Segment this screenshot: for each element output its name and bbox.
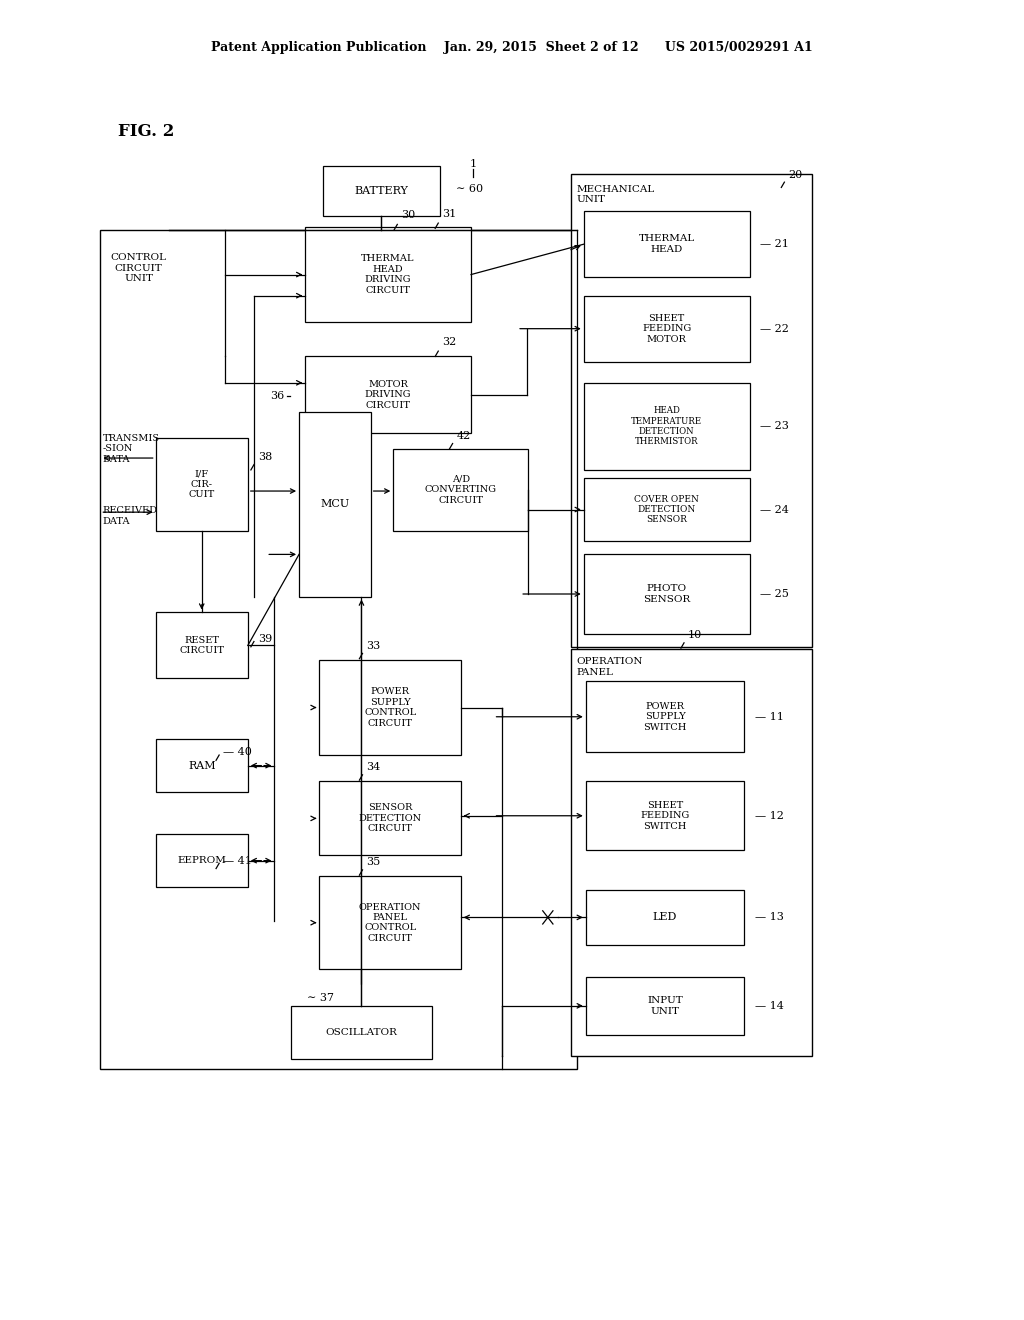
Text: BATTERY: BATTERY [354,186,409,197]
Text: 10: 10 [688,630,702,640]
Text: I/F
CIR-
CUIT: I/F CIR- CUIT [188,470,215,499]
Text: 33: 33 [367,640,381,651]
Text: — 11: — 11 [755,711,783,722]
Text: 1: 1 [470,158,476,169]
FancyBboxPatch shape [156,834,248,887]
FancyBboxPatch shape [319,660,461,755]
FancyBboxPatch shape [393,449,528,531]
Text: THERMAL
HEAD
DRIVING
CIRCUIT: THERMAL HEAD DRIVING CIRCUIT [361,255,415,294]
Text: Patent Application Publication    Jan. 29, 2015  Sheet 2 of 12      US 2015/0029: Patent Application Publication Jan. 29, … [211,41,813,54]
FancyBboxPatch shape [319,876,461,969]
Text: ∼ 37: ∼ 37 [307,993,334,1003]
Text: THERMAL
HEAD: THERMAL HEAD [639,235,694,253]
Text: COVER OPEN
DETECTION
SENSOR: COVER OPEN DETECTION SENSOR [634,495,699,524]
Text: — 21: — 21 [760,239,788,249]
FancyBboxPatch shape [305,356,471,433]
FancyBboxPatch shape [323,166,440,216]
FancyBboxPatch shape [299,412,371,597]
Text: HEAD
TEMPERATURE
DETECTION
THERMISTOR: HEAD TEMPERATURE DETECTION THERMISTOR [631,407,702,446]
Text: 39: 39 [258,634,272,644]
FancyBboxPatch shape [571,174,812,647]
Text: 34: 34 [367,762,381,772]
FancyBboxPatch shape [584,211,750,277]
FancyBboxPatch shape [584,554,750,634]
FancyBboxPatch shape [584,478,750,541]
FancyBboxPatch shape [586,977,744,1035]
Text: SENSOR
DETECTION
CIRCUIT: SENSOR DETECTION CIRCUIT [358,804,422,833]
Text: OPERATION
PANEL
CONTROL
CIRCUIT: OPERATION PANEL CONTROL CIRCUIT [358,903,422,942]
Text: MCU: MCU [321,499,349,510]
Text: 42: 42 [457,430,471,441]
Text: 35: 35 [367,857,381,867]
Text: RECEIVED
DATA: RECEIVED DATA [102,507,158,525]
FancyBboxPatch shape [584,383,750,470]
Text: — 24: — 24 [760,504,788,515]
FancyBboxPatch shape [291,1006,432,1059]
FancyBboxPatch shape [586,681,744,752]
FancyBboxPatch shape [156,612,248,678]
Text: — 40: — 40 [223,747,252,758]
Text: PHOTO
SENSOR: PHOTO SENSOR [643,585,690,603]
Text: 32: 32 [442,337,457,347]
Text: SHEET
FEEDING
SWITCH: SHEET FEEDING SWITCH [640,801,690,830]
FancyBboxPatch shape [156,739,248,792]
Text: RESET
CIRCUIT: RESET CIRCUIT [179,636,224,655]
Text: TRANSMIS-
-SION
DATA: TRANSMIS- -SION DATA [102,434,163,463]
Text: FIG. 2: FIG. 2 [118,124,174,140]
Text: 38: 38 [258,451,272,462]
Text: OSCILLATOR: OSCILLATOR [326,1028,397,1036]
Text: — 14: — 14 [755,1001,783,1011]
Text: LED: LED [653,912,677,923]
Text: 36: 36 [270,391,285,401]
Text: OPERATION
PANEL: OPERATION PANEL [577,657,643,677]
FancyBboxPatch shape [319,781,461,855]
Text: INPUT
UNIT: INPUT UNIT [647,997,683,1015]
Text: 20: 20 [788,169,803,180]
FancyBboxPatch shape [586,781,744,850]
Text: — 22: — 22 [760,323,788,334]
Text: SHEET
FEEDING
MOTOR: SHEET FEEDING MOTOR [642,314,691,343]
Text: — 25: — 25 [760,589,788,599]
FancyBboxPatch shape [100,230,577,1069]
FancyBboxPatch shape [305,227,471,322]
Text: EEPROM: EEPROM [177,857,226,865]
Text: 30: 30 [401,210,416,220]
Text: A/D
CONVERTING
CIRCUIT: A/D CONVERTING CIRCUIT [425,475,497,504]
Text: RAM: RAM [188,760,215,771]
FancyBboxPatch shape [571,649,812,1056]
FancyBboxPatch shape [584,296,750,362]
Text: MOTOR
DRIVING
CIRCUIT: MOTOR DRIVING CIRCUIT [365,380,412,409]
FancyBboxPatch shape [156,438,248,531]
Text: POWER
SUPPLY
CONTROL
CIRCUIT: POWER SUPPLY CONTROL CIRCUIT [364,688,417,727]
Text: 31: 31 [442,209,457,219]
FancyBboxPatch shape [586,890,744,945]
Text: POWER
SUPPLY
SWITCH: POWER SUPPLY SWITCH [643,702,687,731]
Text: — 13: — 13 [755,912,783,923]
Text: — 12: — 12 [755,810,783,821]
Text: ∼ 60: ∼ 60 [456,183,482,194]
Text: MECHANICAL
UNIT: MECHANICAL UNIT [577,185,654,205]
Text: — 41: — 41 [223,855,252,866]
Text: — 23: — 23 [760,421,788,432]
Text: CONTROL
CIRCUIT
UNIT: CONTROL CIRCUIT UNIT [111,253,167,284]
